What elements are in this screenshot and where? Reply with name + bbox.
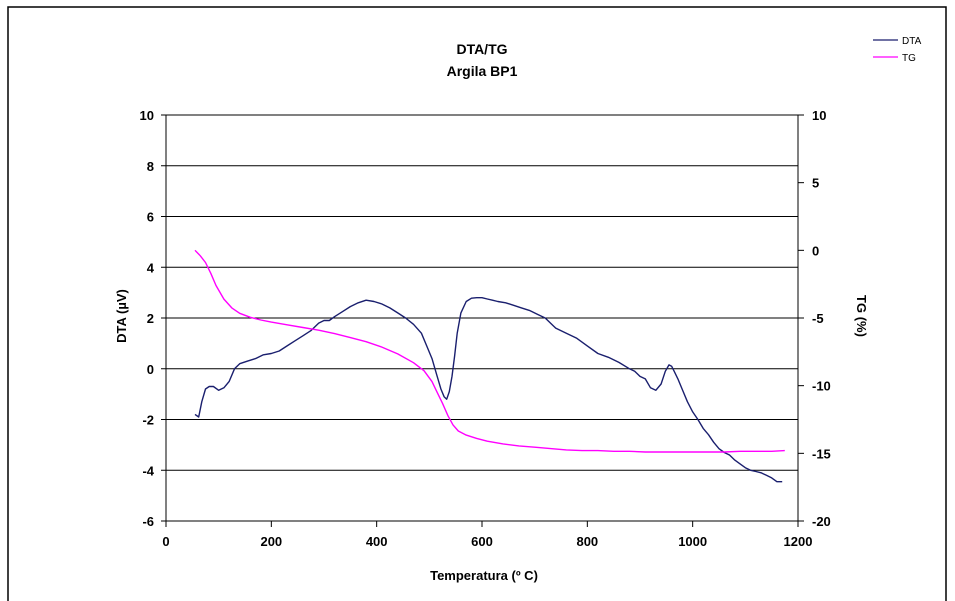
x-axis-title: Temperatura (º C): [430, 568, 538, 583]
chart-border: [7, 6, 947, 601]
x-tick-label: 200: [260, 534, 282, 549]
y-tick-label: 10: [140, 108, 154, 123]
x-tick-label: 0: [162, 534, 169, 549]
y-tick-label: 0: [147, 362, 154, 377]
legend-label-dta: DTA: [902, 36, 922, 47]
y2-tick-label: -10: [812, 379, 831, 394]
x-tick-label: 600: [471, 534, 493, 549]
y-tick-label: -4: [142, 463, 154, 478]
series-line-tg: [194, 249, 785, 453]
y-tick-label: 2: [147, 311, 154, 326]
legend-label-tg: TG: [902, 53, 916, 64]
chart-subtitle: Argila BP1: [447, 63, 518, 79]
x-tick-label: 800: [576, 534, 598, 549]
y2-tick-label: -15: [812, 446, 831, 461]
y2-tick-label: -20: [812, 514, 831, 529]
y-tick-label: 6: [147, 210, 154, 225]
y2-axis-title: TG (%): [854, 295, 869, 337]
x-tick-label: 400: [366, 534, 388, 549]
y-tick-label: -2: [142, 413, 154, 428]
gridlines: [166, 114, 798, 522]
x-tick-label: 1000: [678, 534, 707, 549]
y2-tick-label: 0: [812, 243, 819, 258]
y-tick-label: -6: [142, 514, 154, 529]
legend: DTA TG: [873, 36, 922, 64]
chart-title: DTA/TG: [456, 41, 507, 57]
y-axis-title: DTA (µV): [114, 289, 129, 343]
series-layer: [194, 249, 785, 483]
y2-tick-label: 10: [812, 108, 826, 123]
y-tick-label: 4: [147, 260, 155, 275]
y-tick-label: 8: [147, 159, 154, 174]
x-tick-label: 1200: [784, 534, 813, 549]
series-line-dta: [194, 297, 783, 483]
y2-tick-label: 5: [812, 176, 819, 191]
y2-tick-label: -5: [812, 311, 824, 326]
